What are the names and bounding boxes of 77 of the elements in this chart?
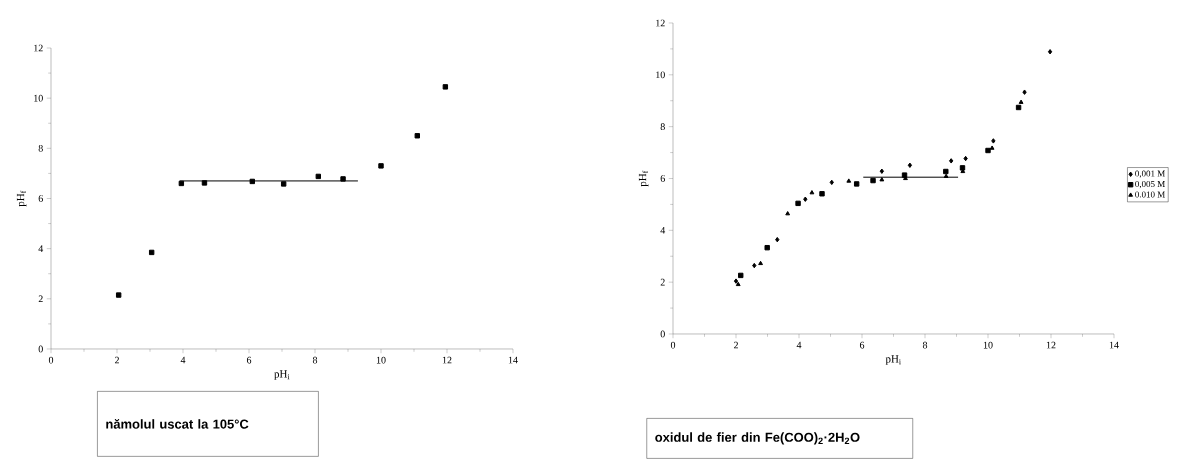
x-tick-label: 14 (1109, 341, 1119, 349)
point (949, 158, 954, 164)
point (733, 278, 739, 284)
x-tick-label: 8 (922, 341, 928, 349)
point (803, 196, 808, 202)
y-tick-label: 8 (660, 123, 665, 131)
y-tick-label: 0 (660, 330, 665, 338)
point (1018, 99, 1024, 104)
point (315, 173, 322, 180)
x-tick-label: 6 (859, 341, 865, 349)
point (879, 168, 885, 174)
point (414, 133, 421, 139)
y-tick-label: 12 (656, 19, 665, 27)
x-tick-label: 2 (114, 356, 119, 364)
x-tick-label: 12 (1046, 341, 1056, 349)
x-tick-label: 6 (246, 356, 252, 364)
x-tick-label: 12 (442, 356, 452, 364)
point (758, 260, 763, 266)
point (1047, 49, 1053, 55)
point (819, 191, 825, 197)
x-tick-label: 10 (376, 356, 386, 364)
y-tick-label: 8 (38, 144, 43, 152)
x-tick-label: 0 (670, 341, 676, 349)
point (985, 147, 991, 154)
point (907, 162, 913, 168)
point (340, 176, 346, 182)
chart-title: oxidul de fier din Fe(COO)$_{2}$·2H$_{2}$O (655, 432, 860, 445)
y-tick-label: 2 (660, 278, 665, 286)
y-axis-title: pH$_{f}$ (638, 170, 649, 187)
x-axis-title: pH$_{i}$ (274, 370, 290, 380)
y-axis-title: pH$_{f}$ (16, 190, 27, 207)
point (989, 145, 995, 150)
point (442, 84, 449, 90)
point (991, 138, 996, 144)
x-tick-label: 14 (508, 356, 518, 364)
x-tick-label: 0 (48, 356, 54, 364)
y-tick-label: 6 (660, 175, 665, 182)
y-tick-label: 4 (38, 245, 44, 252)
point (785, 211, 791, 216)
y-tick-label: 2 (38, 295, 43, 303)
y-tick-label: 12 (34, 44, 43, 52)
point (943, 168, 949, 175)
point (853, 181, 860, 187)
point (249, 178, 256, 185)
point (809, 190, 815, 195)
point (846, 178, 852, 183)
x-tick-label: 2 (733, 341, 738, 349)
x-tick-label: 10 (983, 341, 993, 349)
text: nămolul uscat la 105°C (106, 419, 249, 429)
point (752, 262, 757, 269)
point (738, 272, 744, 279)
legend-label: 0,001 M (1135, 170, 1165, 178)
point (943, 173, 949, 179)
point (870, 177, 876, 184)
y-tick-label: 10 (34, 94, 43, 102)
point (775, 236, 780, 243)
legend-label: 0.010 M (1135, 191, 1165, 198)
point (764, 244, 770, 251)
y-tick-label: 6 (38, 195, 43, 202)
point (115, 292, 122, 298)
x-axis-title: pH$_{i}$ (885, 355, 901, 365)
point (378, 163, 384, 169)
x-tick-label: 4 (180, 356, 186, 364)
point (795, 200, 801, 207)
point (280, 181, 287, 187)
point (201, 180, 208, 186)
point (829, 179, 834, 186)
point (879, 177, 885, 182)
point (1022, 89, 1027, 95)
point (963, 155, 968, 162)
y-tick-label: 4 (660, 227, 666, 234)
x-tick-label: 4 (796, 341, 802, 349)
x-tick-label: 8 (312, 356, 318, 364)
point (148, 249, 155, 256)
y-tick-label: 10 (656, 71, 665, 79)
point (735, 281, 741, 287)
legend-label: 0,005 M (1135, 180, 1165, 189)
